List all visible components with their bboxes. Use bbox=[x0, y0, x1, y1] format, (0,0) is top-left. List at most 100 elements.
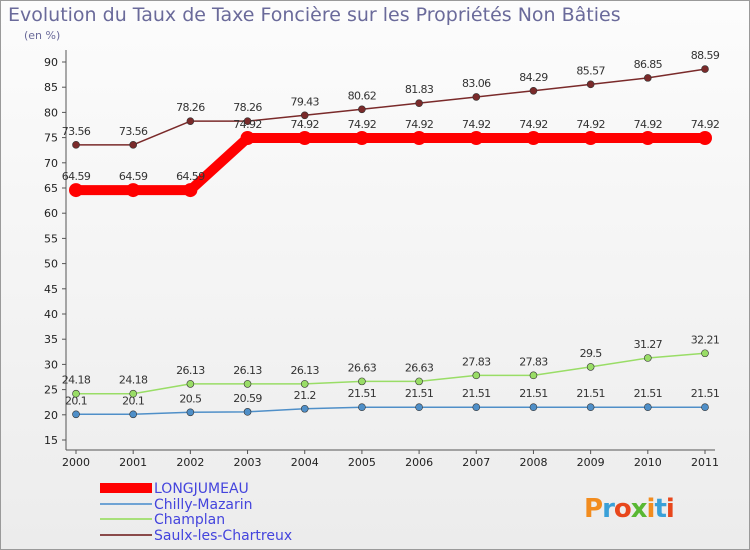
data-point bbox=[412, 131, 427, 146]
data-point bbox=[586, 403, 595, 411]
legend-label: Champlan bbox=[154, 512, 225, 528]
data-label: 31.27 bbox=[634, 338, 663, 351]
y-tick-label: 65 bbox=[44, 182, 58, 195]
y-tick-label: 85 bbox=[44, 81, 58, 94]
data-label: 74.92 bbox=[290, 118, 319, 131]
data-label: 74.92 bbox=[634, 118, 663, 131]
series-champlan: 24.18 24.18 26.13 26.13 26.13 26.63 26.63 27.83… bbox=[62, 333, 720, 398]
series-layer: 20.1 20.1 20.5 20.59 21.2 21.51 21.51 21.51 21.5… bbox=[62, 49, 720, 419]
data-label: 26.13 bbox=[290, 364, 319, 377]
brand-letter: r bbox=[602, 494, 615, 524]
data-point bbox=[300, 111, 309, 120]
y-tick-label: 25 bbox=[44, 384, 58, 397]
data-label: 74.92 bbox=[462, 118, 491, 131]
data-point bbox=[526, 131, 541, 146]
data-label: 27.83 bbox=[462, 355, 491, 368]
data-label: 32.21 bbox=[691, 333, 720, 346]
data-point bbox=[243, 380, 252, 388]
data-point bbox=[472, 403, 481, 411]
data-label: 26.13 bbox=[233, 364, 262, 377]
data-point bbox=[644, 403, 652, 411]
series-saulx-les-chartreux: 73.56 73.56 78.26 78.26 79.43 80.62 81.83 83.06… bbox=[62, 49, 720, 149]
brand-letter: o bbox=[614, 494, 631, 524]
data-point bbox=[300, 404, 309, 413]
data-label: 74.92 bbox=[233, 118, 262, 131]
data-label: 27.83 bbox=[519, 355, 548, 368]
data-label: 21.51 bbox=[519, 387, 548, 400]
y-tick-label: 80 bbox=[44, 106, 58, 119]
data-label: 26.13 bbox=[176, 364, 205, 377]
legend-item: Chilly-Mazarin bbox=[100, 497, 253, 513]
data-point bbox=[583, 131, 598, 146]
data-label: 24.18 bbox=[62, 374, 91, 387]
legend-label: Saulx-les-Chartreux bbox=[154, 528, 292, 544]
data-label: 20.1 bbox=[122, 394, 144, 407]
data-point bbox=[586, 363, 595, 371]
x-tick-label: 2003 bbox=[234, 456, 262, 469]
brand-logo: Proxiti bbox=[584, 494, 675, 524]
brand-letter: i bbox=[666, 494, 674, 524]
data-point bbox=[297, 131, 312, 146]
data-point bbox=[129, 141, 137, 149]
axes: 15 20 25 30 35 40 45 50 55 60 65 70 75 80 85 90 2000 2001… bbox=[44, 50, 719, 469]
legend-item: LONGJUMEAU bbox=[100, 481, 249, 497]
data-label: 26.63 bbox=[405, 361, 434, 374]
data-point bbox=[186, 408, 195, 417]
data-point bbox=[529, 403, 538, 411]
y-tick-label: 90 bbox=[44, 56, 58, 69]
data-label: 21.51 bbox=[576, 387, 605, 400]
y-tick-label: 60 bbox=[44, 207, 58, 220]
brand-letter: t bbox=[654, 494, 666, 524]
data-label: 84.29 bbox=[519, 71, 548, 84]
data-point bbox=[586, 80, 595, 89]
y-tick-label: 20 bbox=[44, 409, 58, 422]
data-point bbox=[72, 410, 80, 419]
data-point bbox=[126, 183, 141, 198]
y-tick-label: 55 bbox=[44, 232, 58, 245]
data-point bbox=[243, 408, 252, 416]
data-label: 21.51 bbox=[405, 387, 434, 400]
data-label: 21.51 bbox=[691, 387, 720, 400]
data-label: 85.57 bbox=[576, 64, 605, 77]
y-tick-label: 70 bbox=[44, 157, 58, 170]
data-label: 81.83 bbox=[405, 83, 434, 96]
data-point bbox=[186, 117, 195, 125]
data-point bbox=[472, 371, 481, 380]
y-tick-label: 40 bbox=[44, 308, 58, 321]
data-label: 74.92 bbox=[348, 118, 377, 131]
brand-letter: x bbox=[631, 494, 648, 524]
x-tick-label: 2011 bbox=[691, 456, 719, 469]
data-point bbox=[240, 131, 255, 146]
data-point bbox=[415, 377, 423, 386]
data-label: 20.59 bbox=[233, 392, 262, 405]
y-tick-label: 50 bbox=[44, 258, 58, 271]
data-point bbox=[698, 131, 712, 146]
series-line bbox=[76, 352, 706, 395]
chart-title: Evolution du Taux de Taxe Foncière sur l… bbox=[8, 4, 621, 26]
data-label: 26.63 bbox=[348, 361, 377, 374]
data-label: 86.85 bbox=[634, 58, 663, 71]
legend-label: Chilly-Mazarin bbox=[154, 497, 253, 513]
legend-item: Saulx-les-Chartreux bbox=[100, 528, 292, 544]
y-tick-label: 75 bbox=[44, 132, 58, 145]
data-label: 64.59 bbox=[119, 170, 148, 183]
data-label: 78.26 bbox=[233, 101, 262, 114]
data-label: 74.92 bbox=[405, 118, 434, 131]
y-tick-label: 45 bbox=[44, 283, 58, 296]
data-point bbox=[472, 93, 481, 101]
data-point bbox=[129, 389, 137, 398]
data-point bbox=[701, 349, 709, 358]
data-point bbox=[358, 105, 366, 114]
data-point bbox=[72, 389, 80, 398]
data-point bbox=[300, 380, 309, 388]
data-point bbox=[469, 131, 484, 146]
data-label: 83.06 bbox=[462, 77, 491, 90]
data-point bbox=[72, 141, 80, 149]
series-line bbox=[76, 133, 705, 196]
data-label: 74.92 bbox=[691, 118, 720, 131]
x-tick-label: 2009 bbox=[577, 456, 605, 469]
data-label: 74.92 bbox=[576, 118, 605, 131]
data-label: 64.59 bbox=[62, 170, 91, 183]
data-label: 29.5 bbox=[580, 347, 603, 360]
